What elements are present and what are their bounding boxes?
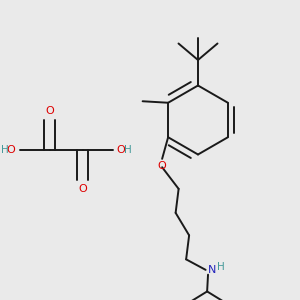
Text: H: H	[1, 145, 8, 155]
Text: O: O	[7, 145, 16, 155]
Text: O: O	[116, 145, 125, 155]
Text: O: O	[78, 184, 87, 194]
Text: O: O	[45, 106, 54, 116]
Text: H: H	[217, 262, 225, 272]
Text: N: N	[208, 266, 216, 275]
Text: H: H	[124, 145, 131, 155]
Text: O: O	[158, 161, 167, 171]
